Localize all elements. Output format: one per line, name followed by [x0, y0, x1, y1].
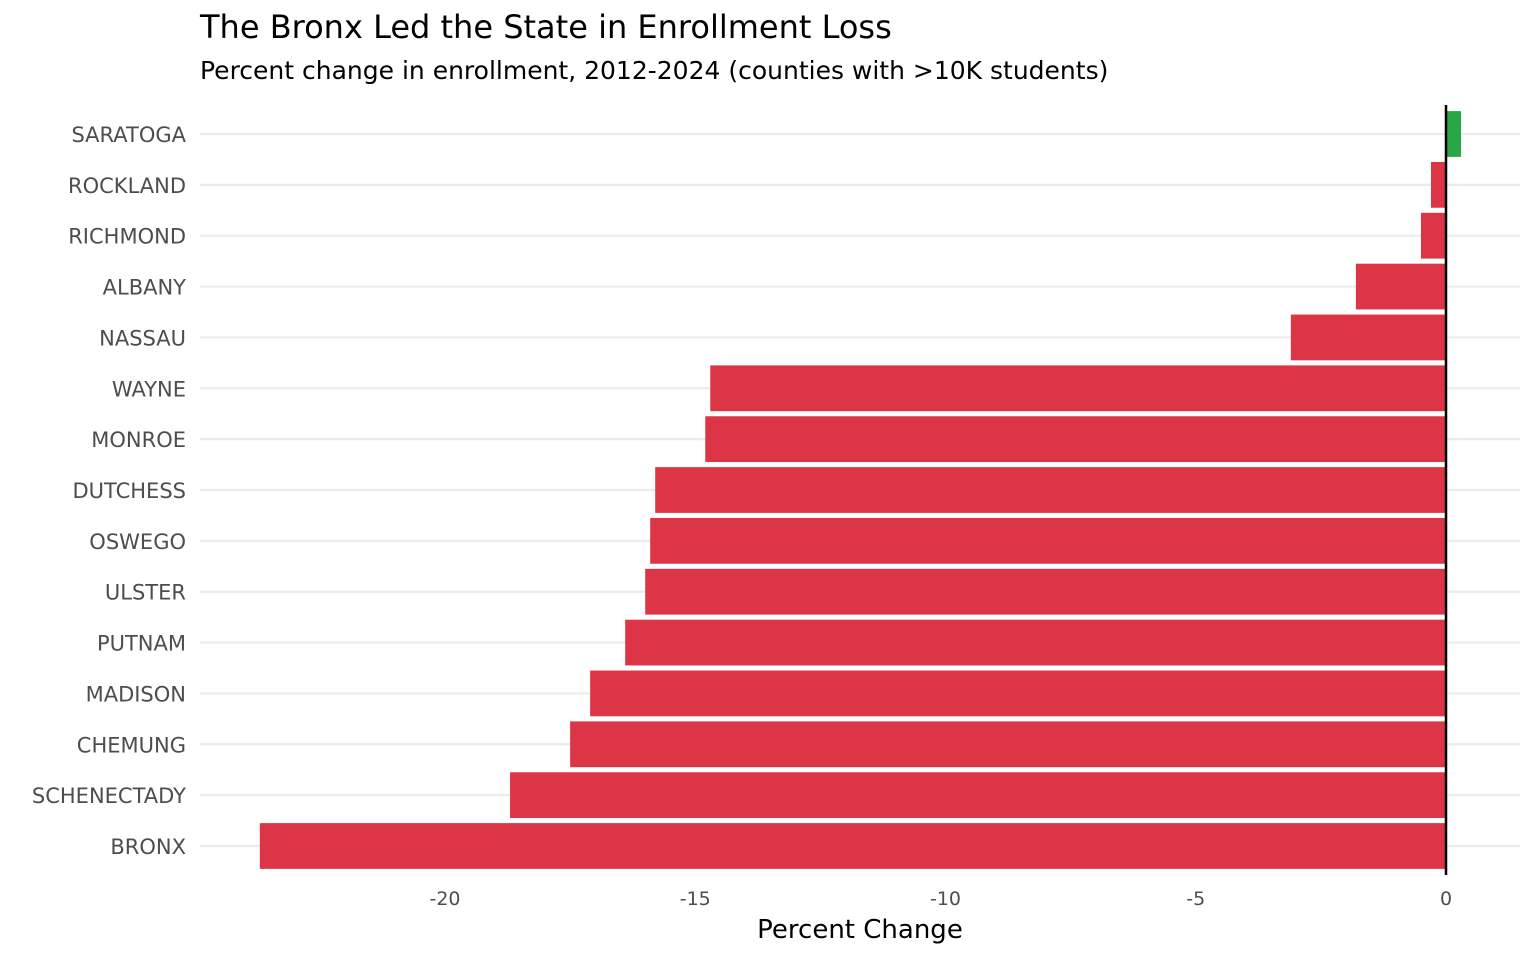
y-tick-label: ROCKLAND	[68, 174, 186, 198]
chart-subtitle: Percent change in enrollment, 2012-2024 …	[200, 56, 1109, 85]
y-tick-label: PUTNAM	[97, 632, 186, 656]
bar-dutchess	[655, 467, 1446, 513]
bar-oswego	[650, 517, 1446, 564]
y-tick-label: SARATOGA	[71, 123, 186, 147]
bar-ulster	[645, 568, 1446, 615]
y-tick-label: BRONX	[110, 835, 186, 859]
y-tick-label: DUTCHESS	[72, 479, 186, 503]
bar-saratoga	[1446, 111, 1462, 157]
y-tick-label: NASSAU	[99, 326, 186, 350]
y-tick-label: MADISON	[86, 682, 186, 706]
y-tick-label: OSWEGO	[89, 530, 186, 554]
chart-title: The Bronx Led the State in Enrollment Lo…	[200, 8, 892, 46]
bar-bronx	[259, 823, 1447, 869]
bars	[259, 111, 1462, 869]
y-tick-label: SCHENECTADY	[32, 784, 186, 808]
x-tick-label: -20	[429, 888, 460, 910]
bar-richmond	[1420, 212, 1446, 259]
y-tick-label: WAYNE	[112, 377, 186, 401]
x-tick-label: -15	[680, 888, 711, 910]
x-axis-ticks: -20 -15 -10 -5 0	[429, 888, 1452, 910]
bar-rockland	[1430, 161, 1446, 208]
bar-albany	[1355, 263, 1446, 310]
bar-madison	[590, 670, 1446, 717]
y-tick-label: ALBANY	[103, 276, 187, 300]
x-axis-title: Percent Change	[757, 915, 963, 945]
bar-schenectady	[510, 772, 1446, 819]
bar-monroe	[705, 416, 1446, 463]
y-axis-labels: SARATOGA ROCKLAND RICHMOND ALBANY NASSAU WAYN…	[32, 123, 187, 859]
bar-putnam	[625, 619, 1446, 666]
y-tick-label: MONROE	[91, 428, 186, 452]
y-tick-label: CHEMUNG	[77, 733, 186, 757]
bar-nassau	[1290, 314, 1446, 361]
x-tick-label: 0	[1440, 888, 1452, 910]
x-tick-label: -5	[1186, 888, 1205, 910]
y-tick-label: RICHMOND	[68, 225, 186, 249]
y-tick-label: ULSTER	[105, 581, 186, 605]
bar-chemung	[570, 721, 1446, 768]
x-tick-label: -10	[930, 888, 961, 910]
bar-wayne	[710, 365, 1446, 412]
